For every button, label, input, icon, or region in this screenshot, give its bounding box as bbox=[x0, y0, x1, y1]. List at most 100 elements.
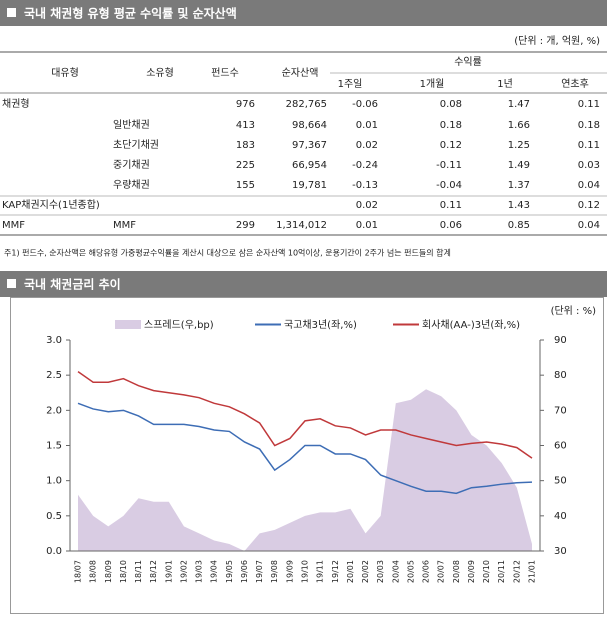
x-tick-label: 20/05 bbox=[406, 560, 415, 583]
table-cell: 0.06 bbox=[440, 220, 462, 231]
x-tick-label: 21/01 bbox=[528, 560, 537, 583]
table-cell: 1.47 bbox=[508, 99, 530, 110]
x-tick-label: 19/11 bbox=[316, 560, 325, 583]
y-tick-label: 1.5 bbox=[46, 441, 62, 452]
x-tick-label: 18/11 bbox=[134, 560, 143, 583]
table-unit: (단위 : 개, 억원, %) bbox=[514, 34, 600, 47]
x-tick-label: 19/10 bbox=[301, 560, 310, 583]
table-cell: 1.37 bbox=[508, 180, 530, 191]
x-tick-label: 19/02 bbox=[179, 560, 188, 583]
table-cell: 1.25 bbox=[508, 140, 530, 151]
table-subheader: 연초후 bbox=[561, 78, 589, 90]
table-header: 펀드수 bbox=[211, 67, 239, 79]
table-cell: 97,367 bbox=[292, 140, 327, 151]
legend-label: 국고채3년(좌,%) bbox=[284, 319, 357, 331]
table-cell: -0.11 bbox=[436, 160, 462, 171]
x-tick-label: 18/07 bbox=[74, 560, 83, 583]
table-cell: 초단기채권 bbox=[113, 139, 159, 151]
x-tick-label: 20/11 bbox=[497, 560, 506, 583]
table-cell: 976 bbox=[236, 99, 255, 110]
table-cell: 1,314,012 bbox=[276, 220, 327, 231]
y-tick-label: 2.0 bbox=[46, 405, 62, 416]
spread-area bbox=[78, 389, 532, 551]
y-tick-label: 1.0 bbox=[46, 476, 62, 487]
x-tick-label: 20/01 bbox=[346, 560, 355, 583]
table-cell: 0.12 bbox=[440, 140, 462, 151]
table-cell: 225 bbox=[236, 160, 255, 171]
x-tick-label: 20/06 bbox=[422, 560, 431, 583]
table-cell: 0.18 bbox=[440, 120, 462, 131]
x-tick-label: 20/10 bbox=[482, 560, 491, 583]
table-cell: 1.43 bbox=[508, 200, 530, 211]
table-cell: -0.24 bbox=[352, 160, 378, 171]
y2-tick-label: 80 bbox=[554, 370, 567, 381]
x-tick-label: 18/09 bbox=[104, 560, 113, 583]
table-cell: 282,765 bbox=[286, 99, 327, 110]
table-cell: 0.08 bbox=[440, 99, 462, 110]
table-header: 순자산액 bbox=[282, 67, 319, 79]
footnote: 주1) 펀드수, 순자산액은 해당유형 가중평균수익률을 계산시 대상으로 삼은… bbox=[4, 248, 451, 258]
section-title: 국내 채권형 유형 평균 수익률 및 순자산액 bbox=[24, 6, 237, 21]
rate-line bbox=[77, 402, 533, 495]
y2-tick-label: 50 bbox=[554, 476, 567, 487]
table-cell: 19,781 bbox=[292, 180, 327, 191]
x-tick-label: 19/12 bbox=[331, 560, 340, 583]
x-tick-label: 20/08 bbox=[452, 560, 461, 583]
x-tick-label: 19/09 bbox=[285, 560, 294, 583]
table-cell: 0.02 bbox=[356, 140, 378, 151]
x-tick-label: 18/12 bbox=[149, 560, 158, 583]
y2-tick-label: 90 bbox=[554, 335, 567, 346]
table-cell: 우량채권 bbox=[113, 179, 150, 191]
table-cell: 183 bbox=[236, 140, 255, 151]
y2-tick-label: 40 bbox=[554, 511, 567, 522]
table-cell: -0.06 bbox=[352, 99, 378, 110]
y-tick-label: 0.0 bbox=[46, 546, 62, 557]
table-cell: 0.18 bbox=[578, 120, 600, 131]
x-tick-label: 19/03 bbox=[195, 560, 204, 583]
chart-unit: (단위 : %) bbox=[551, 304, 597, 317]
table-cell: 413 bbox=[236, 120, 255, 131]
x-tick-label: 19/04 bbox=[210, 560, 219, 583]
table-header: 소유형 bbox=[146, 67, 174, 79]
x-tick-label: 18/08 bbox=[89, 560, 98, 583]
table-cell: -0.04 bbox=[436, 180, 462, 191]
x-tick-label: 19/05 bbox=[225, 560, 234, 583]
table-cell: 0.11 bbox=[578, 99, 600, 110]
table-cell: 1.66 bbox=[508, 120, 530, 131]
x-tick-label: 20/07 bbox=[437, 560, 446, 583]
x-tick-label: 20/09 bbox=[467, 560, 476, 583]
table-cell: 채권형 bbox=[2, 98, 30, 110]
table-cell: MMF bbox=[113, 220, 136, 231]
legend-label: 회사채(AA-)3년(좌,%) bbox=[422, 319, 520, 331]
table-cell: 0.12 bbox=[578, 200, 600, 211]
header-icon bbox=[7, 8, 16, 17]
y-tick-label: 3.0 bbox=[46, 335, 62, 346]
rate-line bbox=[77, 371, 533, 459]
legend-swatch bbox=[115, 320, 141, 329]
table-cell: 0.11 bbox=[578, 140, 600, 151]
x-tick-label: 20/02 bbox=[361, 560, 370, 583]
table-subheader: 1년 bbox=[497, 78, 513, 90]
table-cell: KAP채권지수(1년종합) bbox=[2, 199, 100, 211]
table-cell: 155 bbox=[236, 180, 255, 191]
x-tick-label: 19/07 bbox=[255, 560, 264, 583]
table-cell: 98,664 bbox=[292, 120, 327, 131]
header-icon bbox=[7, 279, 16, 288]
table-cell: 0.11 bbox=[440, 200, 462, 211]
x-tick-label: 19/01 bbox=[164, 560, 173, 583]
table-cell: 299 bbox=[236, 220, 255, 231]
table-cell: -0.13 bbox=[352, 180, 378, 191]
table-cell: 일반채권 bbox=[113, 119, 150, 131]
x-tick-label: 20/12 bbox=[512, 560, 521, 583]
section-header-bar bbox=[0, 271, 607, 297]
y2-tick-label: 30 bbox=[554, 546, 567, 557]
y2-tick-label: 70 bbox=[554, 405, 567, 416]
table-cell: 0.01 bbox=[356, 120, 378, 131]
x-tick-label: 18/10 bbox=[119, 560, 128, 583]
table-cell: 0.04 bbox=[578, 220, 600, 231]
y-tick-label: 0.5 bbox=[46, 511, 62, 522]
table-cell: 66,954 bbox=[292, 160, 327, 171]
table-subheader: 1개월 bbox=[420, 78, 445, 90]
x-tick-label: 20/04 bbox=[391, 560, 400, 583]
table-header: 수익률 bbox=[454, 56, 482, 68]
